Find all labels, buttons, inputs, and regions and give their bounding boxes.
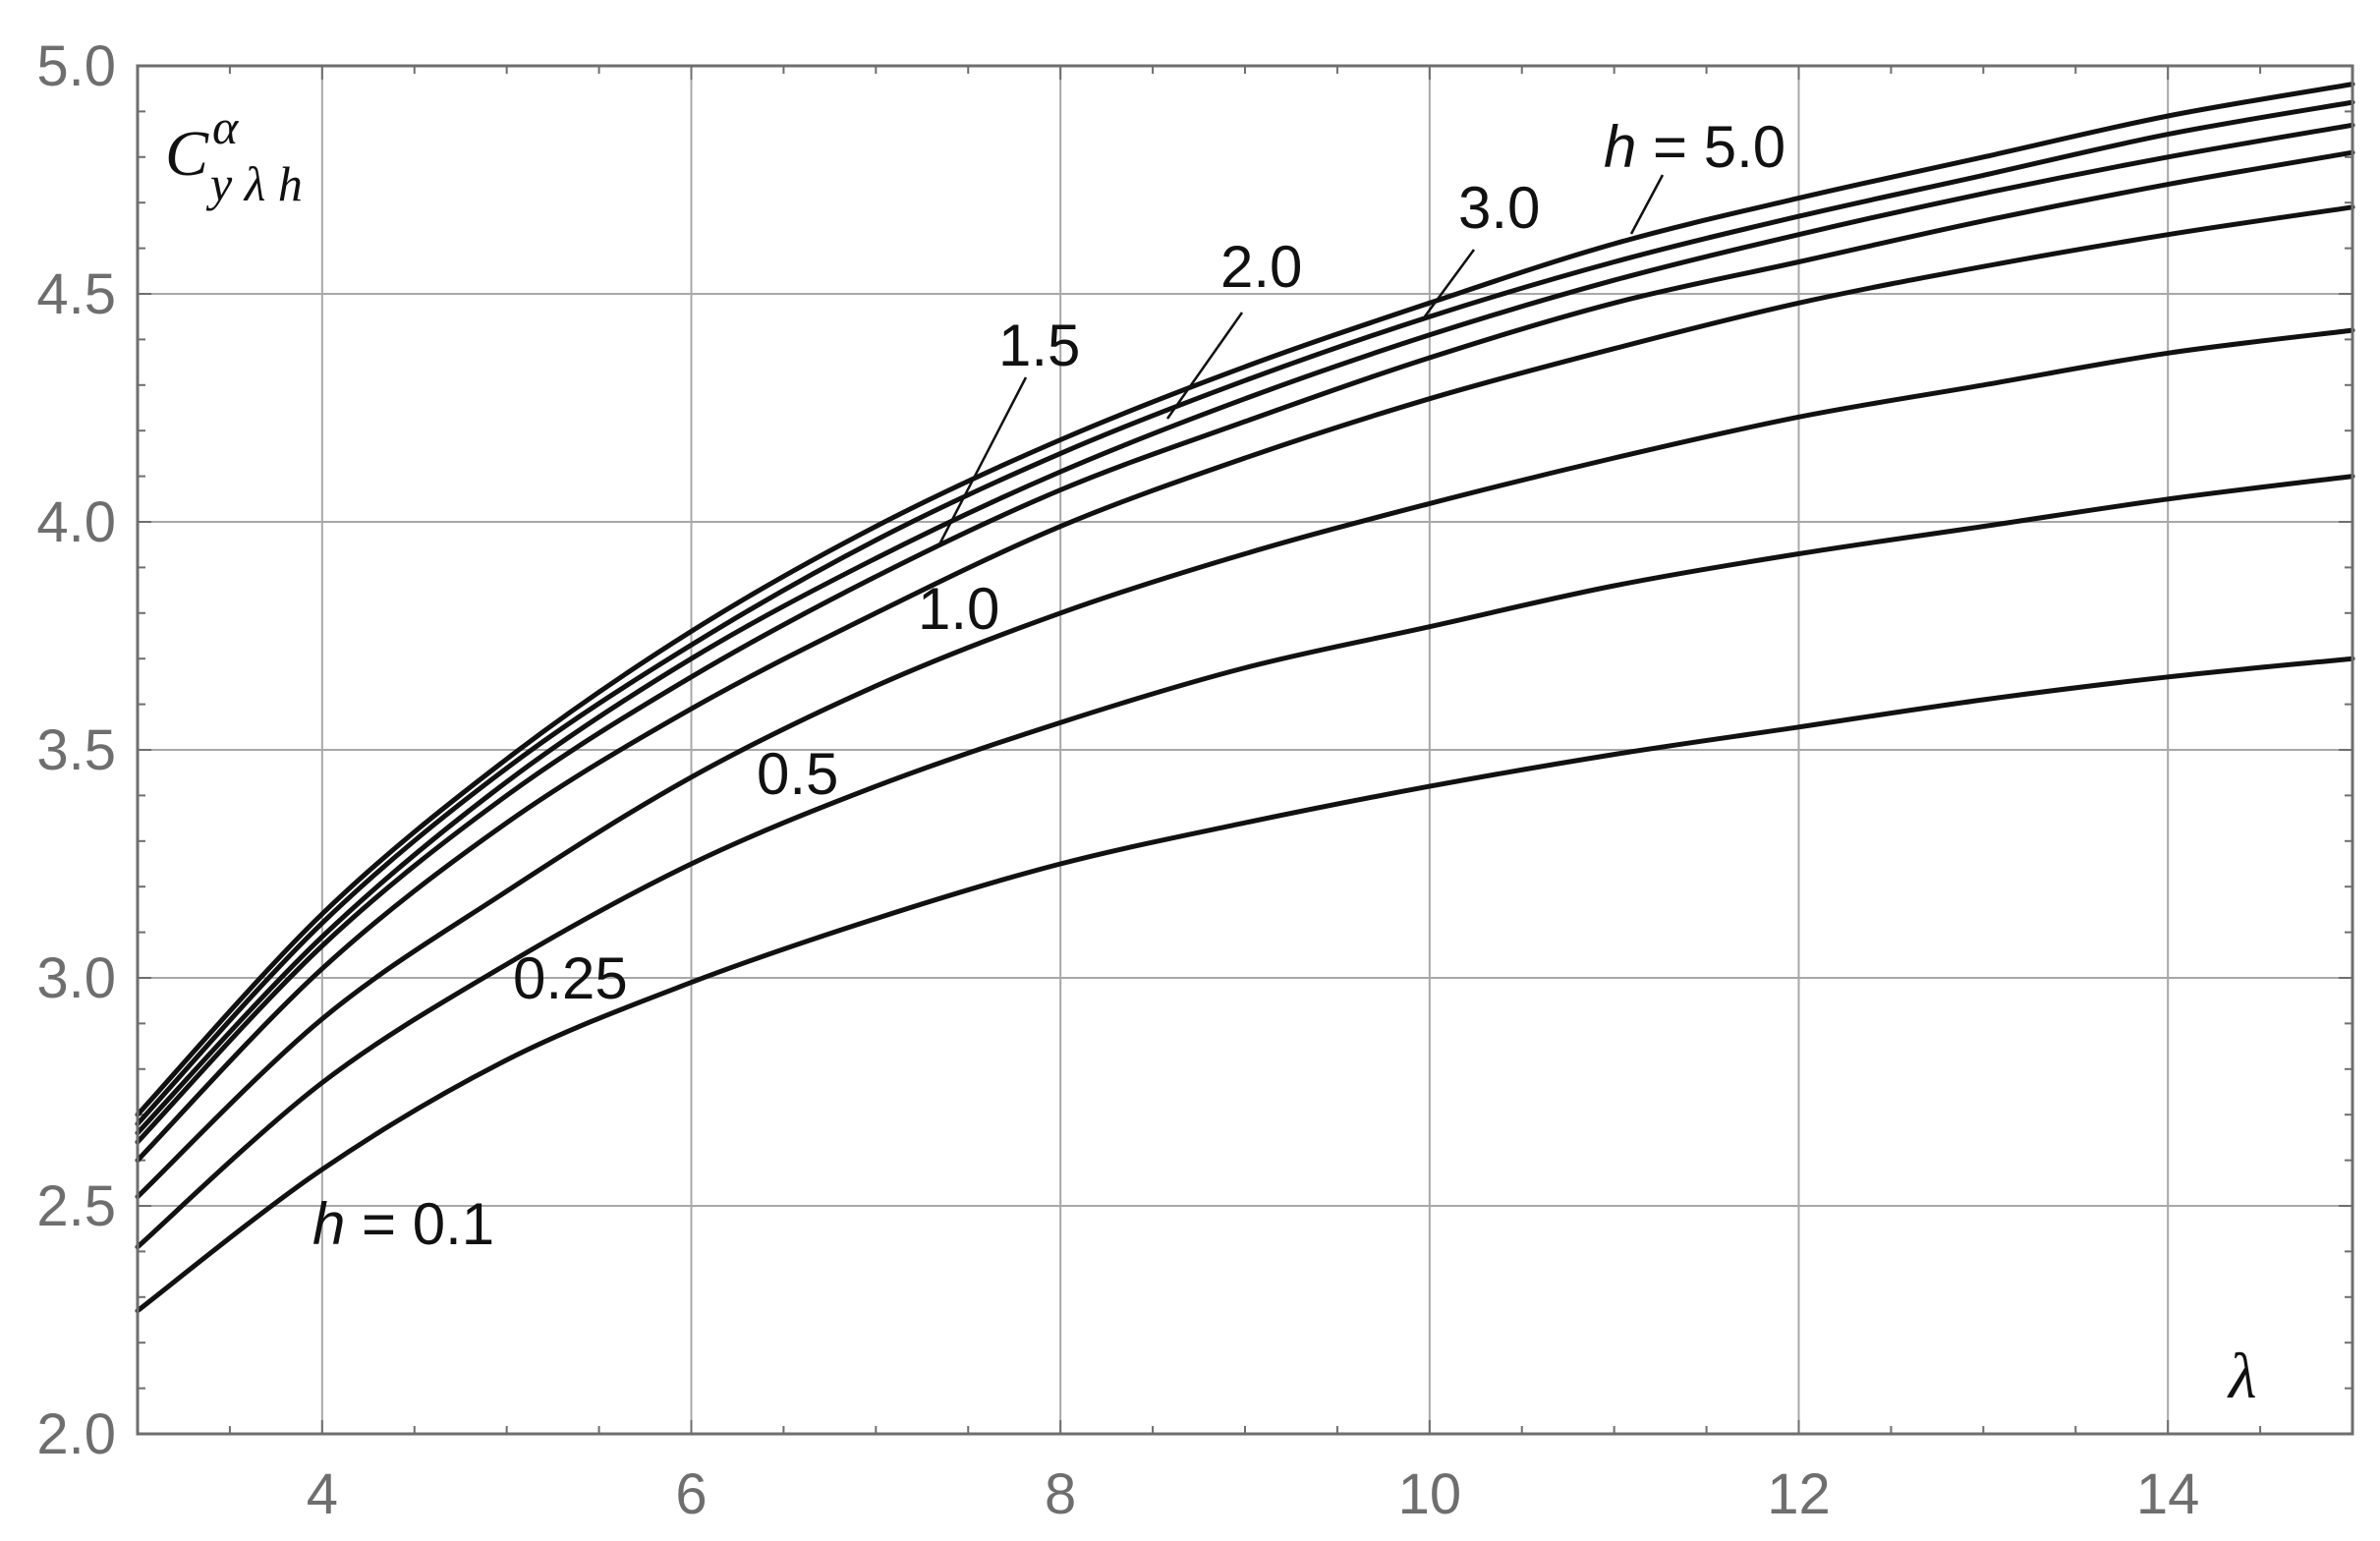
series-line-0-25 [135, 474, 2355, 1250]
label-0-5: 0.5 [757, 741, 838, 807]
y-axis-title-subscript: y λ h [205, 156, 303, 211]
series-curves [135, 82, 2355, 1314]
label-0-25: 0.25 [513, 945, 628, 1011]
leader-line [1423, 249, 1476, 317]
label-3-0: 3.0 [1458, 175, 1540, 241]
y-tick-label: 5.0 [36, 34, 116, 98]
y-tick-labels: 2.0 2.5 3.0 3.5 4.0 4.5 5.0 [36, 34, 116, 1466]
series-line-1-0 [135, 204, 2355, 1164]
x-tick-label: 6 [675, 1462, 707, 1526]
y-axis-title: C [165, 118, 209, 190]
x-tick-labels: 4 6 8 10 12 14 [307, 1462, 2200, 1526]
x-tick-label: 8 [1045, 1462, 1076, 1526]
y-tick-label: 4.5 [36, 262, 116, 326]
series-line-3-0 [135, 99, 2355, 1126]
series-line-0-5 [135, 327, 2355, 1200]
series-line-1-5 [135, 149, 2355, 1145]
series-line-2-0 [135, 122, 2355, 1136]
label-1-5: 1.5 [998, 313, 1080, 378]
y-tick-label: 2.0 [36, 1402, 116, 1466]
series-line-0-1 [135, 656, 2355, 1314]
y-tick-label: 3.5 [36, 718, 116, 782]
label-2-0: 2.0 [1220, 234, 1302, 300]
x-axis-title: λ [2227, 1341, 2257, 1412]
label-h-5-0: h = 5.0 [1604, 114, 1785, 180]
x-tick-label: 4 [307, 1462, 338, 1526]
y-tick-label: 3.0 [36, 946, 116, 1010]
series-line-5-0 [135, 82, 2355, 1117]
label-leader-lines [937, 174, 1665, 545]
label-1-0: 1.0 [918, 576, 999, 642]
y-tick-label: 4.0 [36, 490, 116, 554]
leader-line [1629, 174, 1665, 235]
x-tick-label: 12 [1767, 1462, 1831, 1526]
y-axis-title-superscript: α [212, 99, 240, 154]
leader-line [1165, 312, 1244, 420]
y-tick-label: 2.5 [36, 1174, 116, 1238]
label-h-0-1: h = 0.1 [312, 1191, 494, 1257]
leader-line [937, 376, 1028, 545]
plot-frame [136, 64, 2354, 1436]
x-tick-label: 14 [2136, 1462, 2200, 1526]
x-tick-label: 10 [1398, 1462, 1462, 1526]
